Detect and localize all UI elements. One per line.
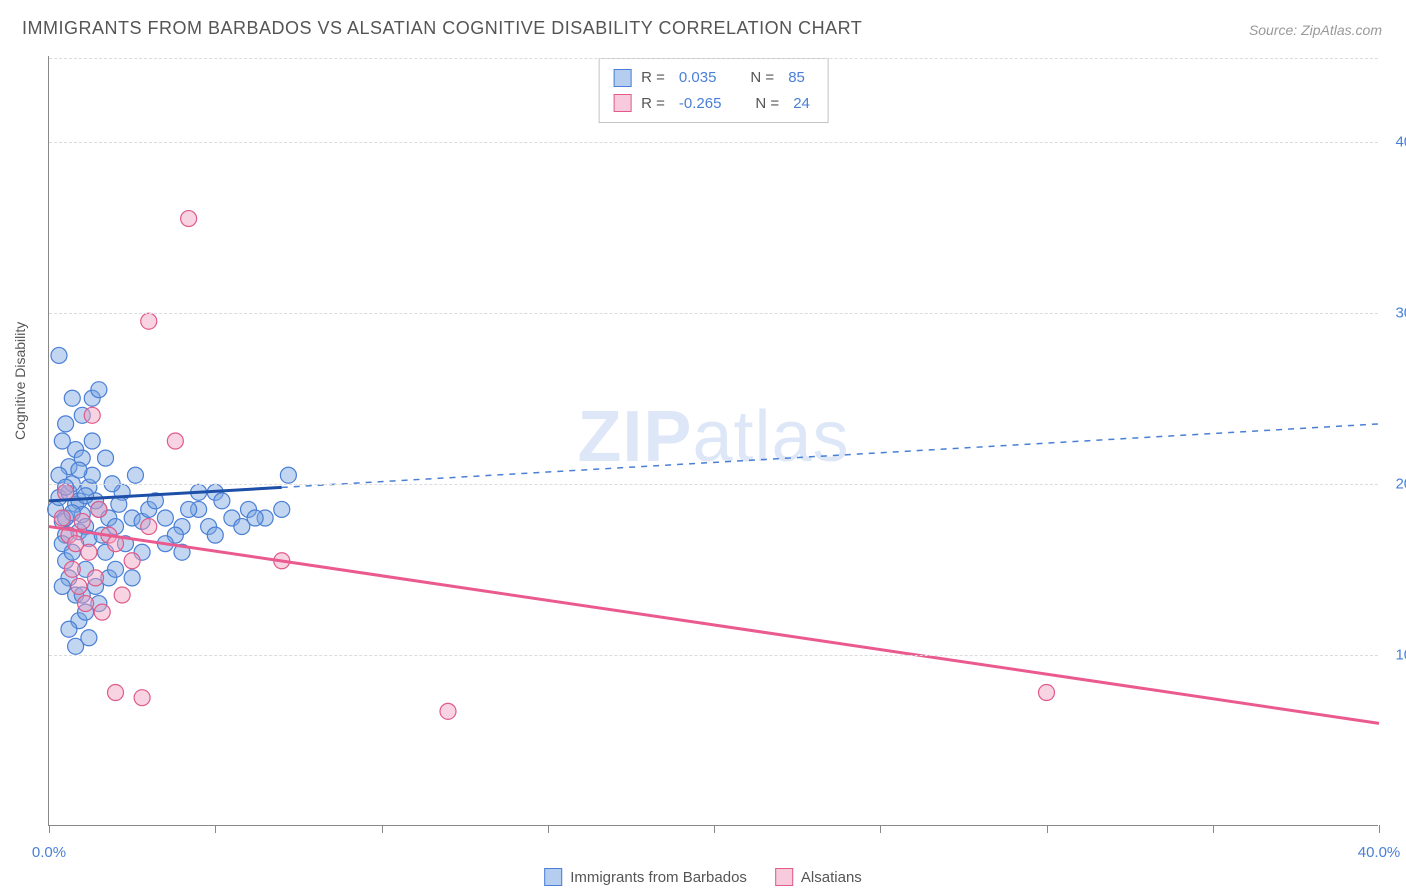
source-label: Source: ZipAtlas.com xyxy=(1249,22,1382,38)
swatch-icon xyxy=(775,868,793,886)
y-tick-label: 10.0% xyxy=(1383,646,1406,663)
legend-item: Immigrants from Barbados xyxy=(544,868,747,886)
legend-label: Immigrants from Barbados xyxy=(570,869,747,886)
y-axis-label: Cognitive Disability xyxy=(12,322,28,440)
chart-canvas xyxy=(49,56,1378,825)
y-tick-label: 20.0% xyxy=(1383,475,1406,492)
y-tick-label: 30.0% xyxy=(1383,304,1406,321)
swatch-icon xyxy=(544,868,562,886)
y-tick-label: 40.0% xyxy=(1383,133,1406,150)
x-tick-label: 0.0% xyxy=(32,844,66,861)
legend-label: Alsatians xyxy=(801,869,862,886)
x-tick-label: 40.0% xyxy=(1358,844,1401,861)
plot-area: ZIPatlas R = 0.035 N = 85 R = -0.265 N =… xyxy=(48,56,1378,826)
legend-item: Alsatians xyxy=(775,868,862,886)
bottom-legend: Immigrants from Barbados Alsatians xyxy=(544,868,862,886)
chart-title: IMMIGRANTS FROM BARBADOS VS ALSATIAN COG… xyxy=(22,18,862,39)
